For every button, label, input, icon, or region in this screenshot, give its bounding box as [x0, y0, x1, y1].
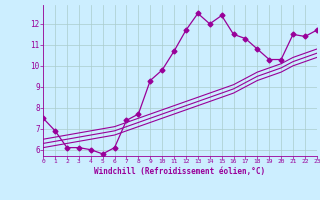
X-axis label: Windchill (Refroidissement éolien,°C): Windchill (Refroidissement éolien,°C)	[94, 167, 266, 176]
